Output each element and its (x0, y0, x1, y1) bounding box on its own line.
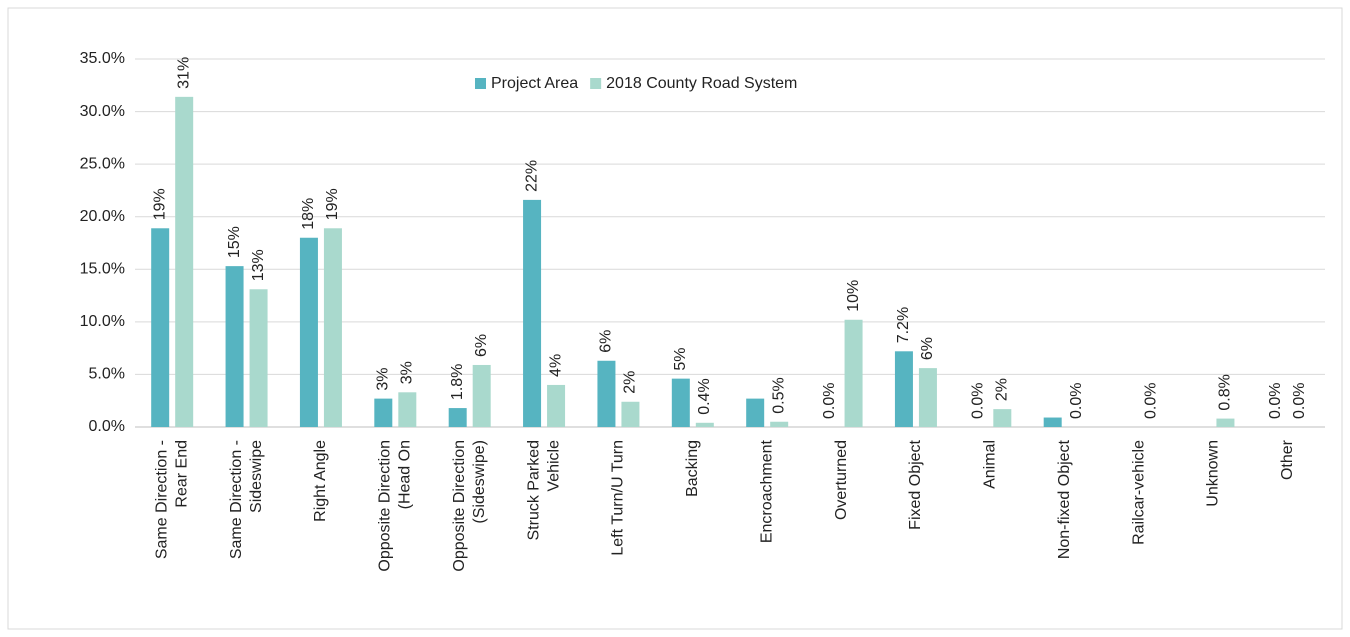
x-tick-label: Non-fixed Object (1056, 439, 1073, 559)
x-tick-label: Same Direction - (228, 440, 245, 559)
data-label: 1.8% (449, 364, 466, 400)
data-label: 6% (473, 334, 490, 357)
bar (597, 360, 616, 427)
x-tick-label: Backing (684, 440, 701, 497)
data-label: 15% (226, 226, 243, 258)
x-tick-label: Opposite Direction (451, 440, 468, 572)
x-tick-label: Opposite Direction (377, 440, 394, 572)
x-tick-label: (Head On (397, 440, 414, 509)
data-label: 3% (375, 367, 392, 390)
x-tick-label: Animal (982, 440, 999, 489)
y-tick-label: 30.0% (80, 103, 125, 120)
y-tick-label: 10.0% (80, 313, 125, 330)
y-tick-label: 15.0% (80, 261, 125, 278)
x-tick-label: Fixed Object (907, 439, 924, 529)
bar (374, 398, 393, 427)
bar (249, 289, 268, 427)
bar (918, 368, 937, 427)
x-tick-label: Sideswipe (248, 440, 265, 513)
bar (695, 422, 714, 427)
data-label: 10% (845, 280, 862, 312)
bar (299, 237, 318, 427)
bar (993, 409, 1012, 427)
data-label: 6% (598, 330, 615, 353)
bar (1043, 417, 1062, 427)
bar (175, 96, 194, 427)
bar (323, 228, 342, 427)
data-label: 18% (300, 198, 317, 230)
x-tick-label: Overturned (833, 440, 850, 520)
legend-label: Project Area (491, 75, 578, 92)
bar (225, 266, 244, 427)
data-label: 2% (994, 378, 1011, 401)
data-label: 0.8% (1217, 374, 1234, 410)
x-tick-label: Vehicle (545, 440, 562, 492)
data-label: 0.5% (770, 377, 787, 413)
x-tick-label: Left Turn/U Turn (610, 440, 627, 556)
y-tick-label: 25.0% (80, 155, 125, 172)
legend-swatch (475, 78, 486, 89)
bar (151, 228, 170, 427)
bar (523, 199, 542, 427)
data-label: 0.4% (696, 378, 713, 414)
data-label: 19% (151, 188, 168, 220)
data-label: 0.0% (821, 383, 838, 419)
bar (621, 401, 640, 427)
x-tick-label: Right Angle (312, 440, 329, 522)
x-tick-label: Unknown (1205, 440, 1222, 507)
data-label: 0.0% (970, 383, 987, 419)
x-tick-label: Struck Parked (525, 440, 542, 540)
x-tick-label: Same Direction - (153, 440, 170, 559)
bar (398, 392, 417, 427)
data-label: 13% (250, 249, 267, 281)
bar (472, 364, 491, 427)
x-tick-label: (Sideswipe) (471, 440, 488, 524)
x-tick-label: Rear End (173, 440, 190, 508)
bar (547, 384, 566, 427)
bar (770, 421, 789, 427)
data-label: 6% (919, 337, 936, 360)
y-tick-label: 20.0% (80, 208, 125, 225)
x-tick-label: Other (1279, 439, 1296, 480)
y-tick-label: 35.0% (80, 50, 125, 67)
data-label: 4% (547, 354, 564, 377)
x-tick-label: Railcar-vehicle (1130, 440, 1147, 545)
data-label: 0.0% (1068, 383, 1085, 419)
data-label: 0.0% (1267, 383, 1284, 419)
data-label: 19% (324, 188, 341, 220)
bar (448, 408, 467, 427)
data-label: 0.0% (1142, 383, 1159, 419)
bar (671, 378, 690, 427)
bar (894, 351, 913, 427)
bar (844, 319, 863, 427)
x-tick-label: Encroachment (758, 439, 775, 543)
y-tick-label: 0.0% (89, 418, 125, 435)
data-label: 0.0% (1291, 383, 1308, 419)
legend-swatch (590, 78, 602, 89)
data-label: 22% (523, 160, 540, 192)
data-label: 2% (622, 371, 639, 394)
data-label: 5% (672, 348, 689, 371)
data-label: 7.2% (895, 307, 912, 343)
bar (746, 398, 765, 427)
bar (1216, 418, 1235, 427)
data-label: 3% (399, 361, 416, 384)
legend-label: 2018 County Road System (606, 75, 797, 92)
y-tick-label: 5.0% (89, 366, 125, 383)
data-label: 31% (175, 57, 192, 89)
